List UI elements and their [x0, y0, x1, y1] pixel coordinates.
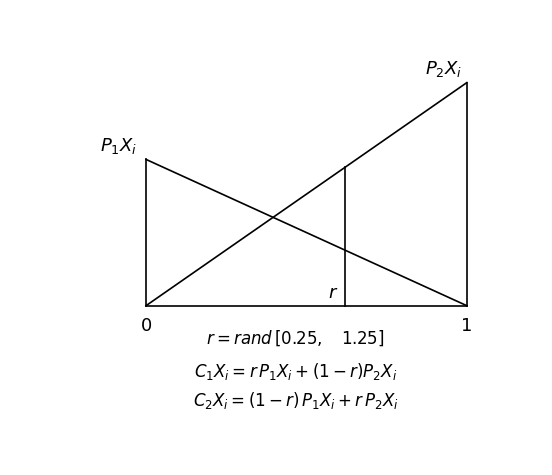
Text: 0: 0 — [140, 317, 152, 335]
Text: $C_1 X_i = r\, P_1 X_i + (1-r) P_2 X_i$: $C_1 X_i = r\, P_1 X_i + (1-r) P_2 X_i$ — [194, 361, 397, 382]
Text: $P_2 X_i$: $P_2 X_i$ — [426, 59, 463, 79]
Text: $C_2 X_i = (1-r)\, P_1 X_i + r\, P_2 X_i$: $C_2 X_i = (1-r)\, P_1 X_i + r\, P_2 X_i… — [193, 390, 399, 411]
Text: $r = rand\,[0.25, \quad 1.25]$: $r = rand\,[0.25, \quad 1.25]$ — [206, 329, 385, 348]
Text: $P_1 X_i$: $P_1 X_i$ — [100, 136, 137, 156]
Text: 1: 1 — [461, 317, 473, 335]
Text: $r$: $r$ — [328, 284, 338, 302]
